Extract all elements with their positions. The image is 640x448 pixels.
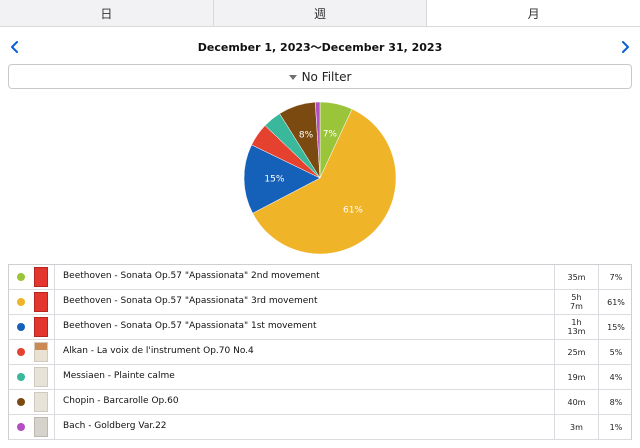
score-thumbnail bbox=[34, 292, 48, 312]
score-thumbnail bbox=[34, 342, 48, 362]
divider bbox=[54, 415, 55, 439]
practice-time-pie-chart: 7% 61% 15% 8% bbox=[243, 101, 397, 255]
piece-title: Messiaen - Plainte calme bbox=[63, 371, 175, 381]
practice-duration: 3m bbox=[554, 415, 598, 439]
practice-percent: 8% bbox=[598, 390, 633, 414]
piece-title: Beethoven - Sonata Op.57 "Apassionata" 3… bbox=[63, 296, 318, 306]
list-item[interactable]: Bach - Goldberg Var.22 3m 1% bbox=[9, 415, 631, 440]
pie-slice bbox=[243, 144, 321, 214]
practice-percent: 15% bbox=[598, 315, 633, 339]
pie-slice bbox=[252, 108, 397, 255]
pie-slice-label: 61% bbox=[343, 205, 363, 215]
next-month-button[interactable] bbox=[614, 36, 636, 58]
dropdown-caret-icon bbox=[288, 74, 297, 80]
practice-duration: 1h 13m bbox=[554, 315, 598, 339]
score-thumbnail bbox=[34, 417, 48, 437]
divider bbox=[54, 390, 55, 414]
divider bbox=[54, 315, 55, 339]
practice-percent: 61% bbox=[598, 290, 633, 314]
practice-percent: 4% bbox=[598, 365, 633, 389]
pie-slice-label: 8% bbox=[299, 131, 314, 141]
period-tabs: 日 週 月 bbox=[0, 0, 640, 27]
color-dot-icon bbox=[17, 298, 25, 306]
date-range-label: December 1, 2023～December 31, 2023 bbox=[197, 41, 443, 54]
divider bbox=[54, 290, 55, 314]
pie-slice-label: 15% bbox=[264, 175, 284, 185]
tab-day[interactable]: 日 bbox=[0, 0, 214, 26]
color-dot-icon bbox=[17, 398, 25, 406]
practice-duration: 40m bbox=[554, 390, 598, 414]
practice-percent: 5% bbox=[598, 340, 633, 364]
color-dot-icon bbox=[17, 348, 25, 356]
previous-month-button[interactable] bbox=[4, 36, 26, 58]
practice-duration: 35m bbox=[554, 265, 598, 289]
list-item[interactable]: Beethoven - Sonata Op.57 "Apassionata" 3… bbox=[9, 290, 631, 315]
score-thumbnail bbox=[34, 367, 48, 387]
score-thumbnail bbox=[34, 267, 48, 287]
divider bbox=[54, 265, 55, 289]
list-item[interactable]: Beethoven - Sonata Op.57 "Apassionata" 1… bbox=[9, 315, 631, 340]
tab-month[interactable]: 月 bbox=[427, 0, 640, 26]
color-dot-icon bbox=[17, 323, 25, 331]
color-dot-icon bbox=[17, 273, 25, 281]
piece-list: Beethoven - Sonata Op.57 "Apassionata" 2… bbox=[8, 264, 632, 440]
chevron-right-icon bbox=[622, 41, 629, 53]
practice-duration: 25m bbox=[554, 340, 598, 364]
piece-title: Beethoven - Sonata Op.57 "Apassionata" 2… bbox=[63, 271, 320, 281]
piece-title: Beethoven - Sonata Op.57 "Apassionata" 1… bbox=[63, 321, 317, 331]
filter-label: No Filter bbox=[301, 69, 352, 84]
color-dot-icon bbox=[17, 373, 25, 381]
piece-title: Alkan - La voix de l'instrument Op.70 No… bbox=[63, 346, 254, 356]
piece-title: Bach - Goldberg Var.22 bbox=[63, 421, 167, 431]
practice-percent: 7% bbox=[598, 265, 633, 289]
practice-duration: 19m bbox=[554, 365, 598, 389]
filter-dropdown[interactable]: No Filter bbox=[8, 64, 632, 89]
list-item[interactable]: Chopin - Barcarolle Op.60 40m 8% bbox=[9, 390, 631, 415]
pie-slice bbox=[315, 101, 321, 179]
color-dot-icon bbox=[17, 423, 25, 431]
score-thumbnail bbox=[34, 392, 48, 412]
divider bbox=[54, 365, 55, 389]
list-item[interactable]: Beethoven - Sonata Op.57 "Apassionata" 2… bbox=[9, 265, 631, 290]
tab-week[interactable]: 週 bbox=[214, 0, 428, 26]
practice-percent: 1% bbox=[598, 415, 633, 439]
pie-slice-label: 7% bbox=[323, 129, 338, 139]
divider bbox=[54, 340, 55, 364]
score-thumbnail bbox=[34, 317, 48, 337]
list-item[interactable]: Messiaen - Plainte calme 19m 4% bbox=[9, 365, 631, 390]
date-navigation: December 1, 2023～December 31, 2023 bbox=[0, 36, 640, 58]
chevron-left-icon bbox=[11, 41, 18, 53]
practice-duration: 5h 7m bbox=[554, 290, 598, 314]
piece-title: Chopin - Barcarolle Op.60 bbox=[63, 396, 179, 406]
list-item[interactable]: Alkan - La voix de l'instrument Op.70 No… bbox=[9, 340, 631, 365]
